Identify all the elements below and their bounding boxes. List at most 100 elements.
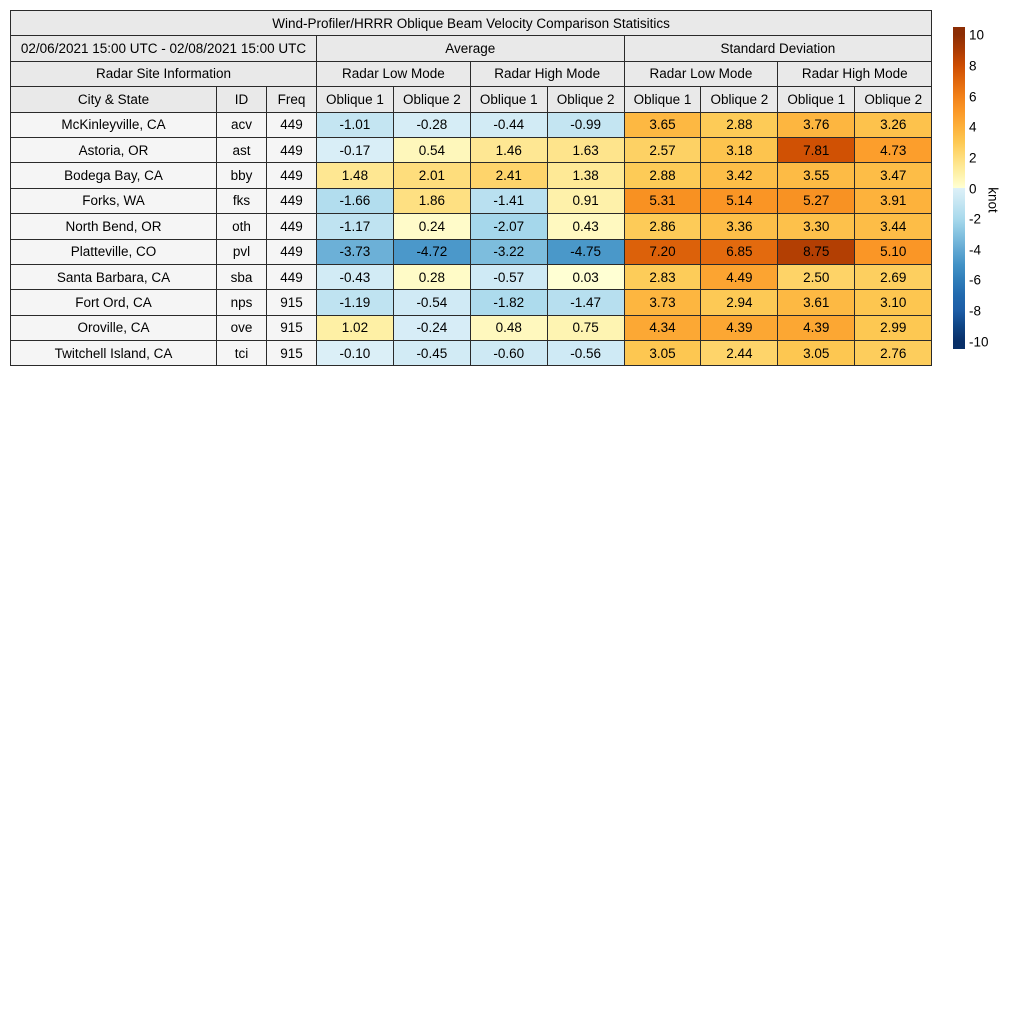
value-cell: -1.01 — [316, 111, 394, 138]
freq-cell: 449 — [266, 238, 317, 265]
value-cell: -1.41 — [469, 187, 548, 215]
value-cell: 3.05 — [777, 340, 856, 367]
header-city-state: City & State — [10, 86, 217, 113]
colorbar-tick: 8 — [969, 58, 977, 74]
freq-cell: 449 — [266, 263, 317, 291]
header-standard-deviation: Standard Deviation — [623, 35, 933, 62]
city-cell: McKinleyville, CA — [10, 111, 217, 138]
value-cell: -1.82 — [469, 289, 548, 316]
value-cell: -1.47 — [546, 289, 625, 316]
colorbar-tick: -6 — [969, 272, 982, 288]
value-cell: 2.50 — [777, 263, 856, 291]
city-cell: Fort Ord, CA — [10, 289, 217, 316]
table-row: Oroville, CA ove 915 1.02 -0.24 0.48 0.75 4.34 4… — [10, 314, 933, 342]
table-row: Astoria, OR ast 449 -0.17 0.54 1.46 1.63 2.57 3.… — [10, 136, 933, 164]
value-cell: 1.48 — [316, 162, 394, 189]
table-row: Fort Ord, CA nps 915 -1.19 -0.54 -1.82 -1.47 3.… — [10, 289, 933, 316]
freq-cell: 915 — [266, 340, 317, 367]
value-cell: 3.36 — [700, 213, 779, 240]
value-cell: 7.81 — [777, 136, 856, 164]
value-cell: -1.17 — [316, 213, 394, 240]
city-cell: Platteville, CO — [10, 238, 217, 265]
city-cell: North Bend, OR — [10, 213, 217, 240]
value-cell: 3.61 — [777, 289, 856, 316]
value-cell: 2.01 — [392, 162, 471, 189]
header-oblique1: Oblique 1 — [316, 86, 394, 113]
value-cell: -0.28 — [392, 111, 471, 138]
value-cell: -0.43 — [316, 263, 394, 291]
colorbar-tick: 2 — [969, 150, 977, 166]
value-cell: 3.42 — [700, 162, 779, 189]
value-cell: 3.30 — [777, 213, 856, 240]
value-cell: -4.75 — [546, 238, 625, 265]
colorbar-tick: 0 — [969, 181, 977, 196]
stats-table: Wind-Profiler/HRRR Oblique Beam Velocity… — [9, 9, 933, 367]
site-id-cell: fks — [216, 187, 267, 215]
site-id-cell: sba — [216, 263, 267, 291]
value-cell: 5.14 — [700, 187, 779, 215]
value-cell: 4.34 — [623, 314, 702, 342]
header-oblique1: Oblique 1 — [777, 86, 856, 113]
value-cell: -0.54 — [392, 289, 471, 316]
value-cell: 3.65 — [623, 111, 702, 138]
value-cell: 5.10 — [854, 238, 933, 265]
value-cell: 0.91 — [546, 187, 625, 215]
table-row: Forks, WA fks 449 -1.66 1.86 -1.41 0.91 5.31 5.1… — [10, 187, 933, 215]
value-cell: -0.10 — [316, 340, 394, 367]
colorbar-tick: -2 — [969, 211, 982, 227]
value-cell: 3.18 — [700, 136, 779, 164]
value-cell: 6.85 — [700, 238, 779, 265]
city-cell: Santa Barbara, CA — [10, 263, 217, 291]
value-cell: 0.75 — [546, 314, 625, 342]
value-cell: -3.73 — [316, 238, 394, 265]
value-cell: -0.45 — [392, 340, 471, 367]
header-id: ID — [216, 86, 267, 113]
mode-header-row: Radar Site Information Radar Low Mode Ra… — [10, 60, 933, 88]
value-cell: 2.41 — [469, 162, 548, 189]
header-std-radar-high-mode: Radar High Mode — [777, 60, 933, 88]
site-id-cell: tci — [216, 340, 267, 367]
value-cell: -0.44 — [469, 111, 548, 138]
group-header-row: 02/06/2021 15:00 UTC - 02/08/2021 15:00 … — [10, 35, 933, 62]
city-cell: Oroville, CA — [10, 314, 217, 342]
column-header-row: City & State ID Freq Oblique 1 Oblique 2… — [10, 86, 933, 113]
colorbar-tick: -4 — [969, 242, 982, 258]
value-cell: 2.88 — [700, 111, 779, 138]
table-row: North Bend, OR oth 449 -1.17 0.24 -2.07 0.43 2.… — [10, 213, 933, 240]
value-cell: -4.72 — [392, 238, 471, 265]
site-id-cell: ast — [216, 136, 267, 164]
header-oblique2: Oblique 2 — [854, 86, 933, 113]
value-cell: 3.55 — [777, 162, 856, 189]
header-oblique1: Oblique 1 — [469, 86, 548, 113]
value-cell: 1.46 — [469, 136, 548, 164]
period-cell: 02/06/2021 15:00 UTC - 02/08/2021 15:00 … — [10, 35, 317, 62]
freq-cell: 449 — [266, 187, 317, 215]
value-cell: 1.86 — [392, 187, 471, 215]
value-cell: 4.73 — [854, 136, 933, 164]
value-cell: 4.39 — [700, 314, 779, 342]
table-row: Bodega Bay, CA bby 449 1.48 2.01 2.41 1.38 2.88… — [10, 162, 933, 189]
freq-cell: 449 — [266, 136, 317, 164]
header-average: Average — [316, 35, 625, 62]
value-cell: 3.10 — [854, 289, 933, 316]
value-cell: 2.69 — [854, 263, 933, 291]
value-cell: 3.26 — [854, 111, 933, 138]
table-row: Platteville, CO pvl 449 -3.73 -4.72 -3.22 -4.7… — [10, 238, 933, 265]
value-cell: 2.57 — [623, 136, 702, 164]
table-row: McKinleyville, CA acv 449 -1.01 -0.28 -0.44 -0… — [10, 111, 933, 138]
header-oblique1: Oblique 1 — [623, 86, 702, 113]
header-oblique2: Oblique 2 — [700, 86, 779, 113]
value-cell: 4.39 — [777, 314, 856, 342]
header-radar-site-information: Radar Site Information — [10, 60, 317, 88]
header-avg-radar-low-mode: Radar Low Mode — [316, 60, 471, 88]
value-cell: 3.05 — [623, 340, 702, 367]
value-cell: 1.02 — [316, 314, 394, 342]
header-oblique2: Oblique 2 — [392, 86, 471, 113]
freq-cell: 449 — [266, 162, 317, 189]
freq-cell: 915 — [266, 314, 317, 342]
value-cell: 2.94 — [700, 289, 779, 316]
value-cell: 3.47 — [854, 162, 933, 189]
value-cell: 0.43 — [546, 213, 625, 240]
value-cell: 5.27 — [777, 187, 856, 215]
site-id-cell: nps — [216, 289, 267, 316]
